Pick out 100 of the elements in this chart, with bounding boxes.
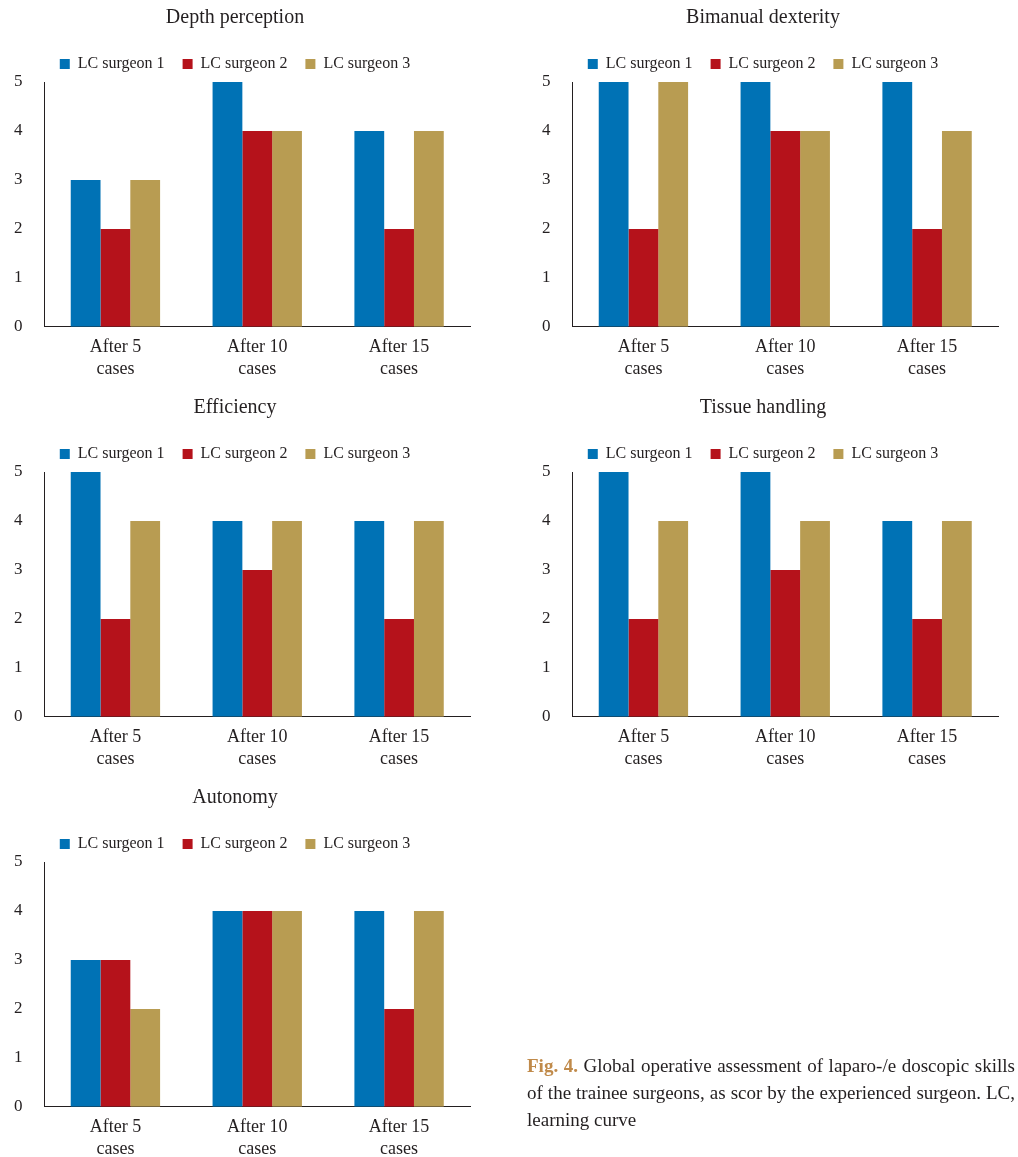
chart-title: Efficiency xyxy=(193,395,277,419)
legend-label: LC surgeon 2 xyxy=(728,444,816,463)
bar xyxy=(272,910,302,1107)
caption: Fig. 4. Global operative assessment of laparo-/e doscopic skills of the trainee surgeons, as scor by the experienced surgeon. LC, learning curve xyxy=(527,1054,1015,1132)
bar xyxy=(242,569,273,717)
y-tick-label: 0 xyxy=(14,316,23,336)
y-tick-label: 2 xyxy=(14,218,23,238)
legend-label: LC surgeon 2 xyxy=(200,54,288,73)
chart-title: Tissue handling xyxy=(699,395,827,419)
bar xyxy=(598,82,629,327)
bar xyxy=(413,130,444,327)
x-tick-label: After 5 cases xyxy=(89,1116,142,1157)
legend-label: LC surgeon 1 xyxy=(605,444,693,463)
bar xyxy=(354,520,385,717)
y-tick-label: 1 xyxy=(542,657,551,677)
x-tick-label: After 15 cases xyxy=(896,726,958,768)
y-tick-label: 4 xyxy=(542,510,551,530)
bar xyxy=(413,910,444,1107)
x-tick-label: After 5 cases xyxy=(617,726,670,768)
bar xyxy=(212,910,243,1107)
bar xyxy=(800,520,830,717)
y-tick-label: 0 xyxy=(542,706,551,726)
y-tick-label: 0 xyxy=(14,1096,23,1116)
y-tick-label: 5 xyxy=(14,461,23,481)
y-tick-label: 2 xyxy=(542,608,551,628)
bar xyxy=(628,228,659,327)
bar xyxy=(740,82,771,327)
y-tick-label: 4 xyxy=(14,120,23,140)
y-tick-label: 3 xyxy=(542,559,551,579)
y-tick-label: 5 xyxy=(14,71,23,91)
x-tick-label: After 10 cases xyxy=(755,726,816,768)
bar xyxy=(413,520,444,717)
bar xyxy=(272,130,302,327)
bar xyxy=(882,520,913,717)
y-tick-label: 1 xyxy=(14,657,23,677)
bar xyxy=(384,1008,414,1107)
bar xyxy=(242,910,273,1107)
bar xyxy=(658,520,689,717)
x-tick-label: After 5 cases xyxy=(89,336,142,378)
x-tick-label: After 10 cases xyxy=(227,336,288,378)
bar xyxy=(770,569,801,717)
bar xyxy=(100,228,131,327)
legend-label: LC surgeon 1 xyxy=(77,834,165,853)
y-tick-label: 3 xyxy=(14,559,23,579)
bar xyxy=(100,959,131,1107)
bar xyxy=(770,130,801,327)
x-tick-label: After 10 cases xyxy=(227,1116,288,1157)
bar xyxy=(354,130,385,327)
bar xyxy=(912,618,942,717)
bar xyxy=(598,472,629,717)
x-tick-label: After 10 cases xyxy=(755,336,816,378)
y-tick-label: 2 xyxy=(14,608,23,628)
bar xyxy=(212,520,243,717)
bar xyxy=(941,130,972,327)
y-tick-label: 2 xyxy=(14,998,23,1018)
bar xyxy=(912,228,942,327)
chart-title: Depth perception xyxy=(165,5,305,29)
bar xyxy=(628,618,659,717)
y-tick-label: 3 xyxy=(542,169,551,189)
bar xyxy=(941,520,972,717)
y-tick-label: 1 xyxy=(14,267,23,287)
bar xyxy=(70,179,101,327)
legend-label: LC surgeon 3 xyxy=(851,54,939,73)
y-tick-label: 5 xyxy=(542,461,551,481)
bar xyxy=(70,472,101,717)
x-tick-label: After 5 cases xyxy=(617,336,670,378)
legend-label: LC surgeon 3 xyxy=(323,444,411,463)
x-tick-label: After 15 cases xyxy=(896,336,958,378)
bar xyxy=(882,82,913,327)
y-tick-label: 3 xyxy=(14,169,23,189)
bar xyxy=(242,130,273,327)
bar xyxy=(130,520,161,717)
bar xyxy=(70,959,101,1107)
bar xyxy=(354,910,385,1107)
bar xyxy=(384,618,414,717)
y-tick-label: 0 xyxy=(542,316,551,336)
y-tick-label: 5 xyxy=(14,851,23,871)
x-tick-label: After 10 cases xyxy=(227,726,288,768)
x-tick-label: After 15 cases xyxy=(368,726,430,768)
bar xyxy=(100,618,131,717)
legend-label: LC surgeon 1 xyxy=(605,54,693,73)
legend-label: LC surgeon 2 xyxy=(200,444,288,463)
y-tick-label: 3 xyxy=(14,949,23,969)
x-tick-label: After 5 cases xyxy=(89,726,142,768)
y-tick-label: 4 xyxy=(14,510,23,530)
legend-label: LC surgeon 1 xyxy=(77,444,165,463)
y-tick-label: 1 xyxy=(542,267,551,287)
y-tick-label: 4 xyxy=(542,120,551,140)
y-tick-label: 2 xyxy=(542,218,551,238)
legend-label: LC surgeon 2 xyxy=(200,834,288,853)
bar xyxy=(384,228,414,327)
legend-label: LC surgeon 3 xyxy=(851,444,939,463)
x-tick-label: After 15 cases xyxy=(368,1116,430,1157)
chart-title: Autonomy xyxy=(192,785,278,809)
y-tick-label: 4 xyxy=(14,900,23,920)
legend-label: LC surgeon 3 xyxy=(323,54,411,73)
y-tick-label: 5 xyxy=(542,71,551,91)
bar xyxy=(130,1008,161,1107)
chart-title: Bimanual dexterity xyxy=(686,5,840,29)
bar xyxy=(130,179,161,327)
